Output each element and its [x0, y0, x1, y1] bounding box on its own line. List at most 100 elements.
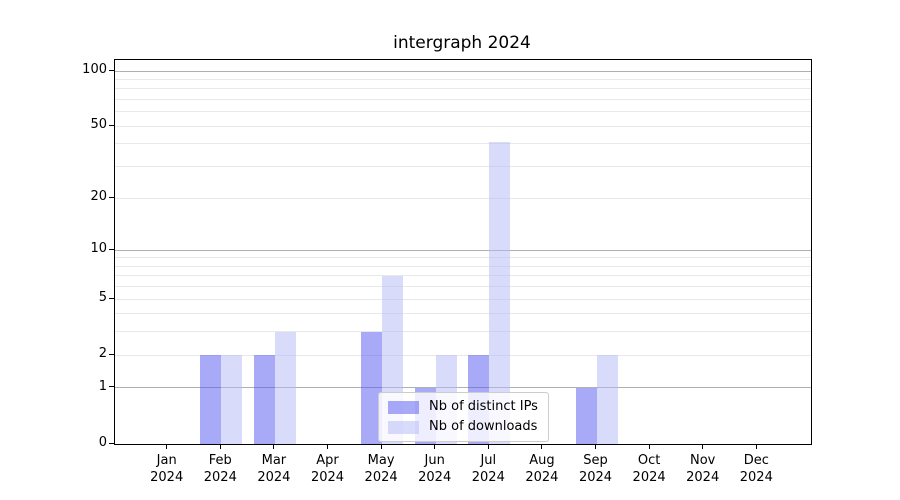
minor-gridline [115, 143, 811, 145]
x-tick-year: 2024 [525, 470, 559, 485]
bar-downloads-feb [221, 355, 243, 444]
x-tick-month: May [367, 453, 395, 468]
x-tick-month: Jul [480, 453, 497, 468]
minor-gridline [115, 298, 811, 300]
x-tick-label: Feb 2024 [189, 452, 251, 486]
x-tick-month: Jan [156, 453, 177, 468]
x-tick-year: 2024 [150, 470, 184, 485]
x-tick-year: 2024 [203, 470, 237, 485]
x-tick-mark [541, 444, 543, 449]
minor-gridline [115, 265, 811, 267]
x-tick-month: Jun [424, 453, 445, 468]
legend-item-distinct-ips: Nb of distinct IPs [388, 399, 538, 415]
bar-distinct-ips-may [361, 331, 383, 444]
x-tick-month: Sep [583, 453, 608, 468]
bar-distinct-ips-mar [253, 355, 275, 444]
x-tick-label: Jun 2024 [404, 452, 466, 486]
legend-swatch-distinct-ips [388, 400, 419, 414]
x-tick-mark [434, 444, 436, 449]
minor-gridline [115, 197, 811, 199]
minor-gridline [115, 331, 811, 333]
bar-downloads-mar [274, 331, 296, 444]
y-tick-label: 50 [90, 117, 107, 133]
x-tick-year: 2024 [471, 470, 505, 485]
y-tick-mark [109, 442, 114, 444]
y-tick-label: 2 [98, 346, 107, 362]
minor-gridline [115, 111, 811, 113]
x-tick-mark [327, 444, 328, 449]
minor-gridline [115, 166, 811, 168]
y-tick-label: 10 [90, 241, 107, 257]
x-tick-year: 2024 [310, 470, 345, 485]
x-tick-mark [166, 444, 168, 449]
minor-gridline [115, 88, 811, 90]
y-tick-mark [109, 196, 114, 198]
x-tick-mark [648, 444, 650, 449]
y-tick-label: 100 [82, 62, 107, 78]
bar-distinct-ips-sep [575, 387, 597, 444]
minor-gridline [115, 275, 811, 277]
legend-label-distinct-ips: Nb of distinct IPs [429, 399, 538, 414]
x-tick-mark [487, 444, 489, 449]
minor-gridline [115, 125, 811, 127]
x-tick-label: Oct 2024 [618, 452, 680, 486]
x-tick-month: Dec [743, 453, 769, 468]
minor-gridline [115, 286, 811, 288]
x-tick-mark [219, 444, 221, 449]
minor-gridline [115, 79, 811, 81]
x-tick-label: Dec 2024 [725, 452, 787, 486]
x-tick-year: 2024 [686, 470, 720, 485]
x-tick-mark [380, 444, 382, 449]
x-tick-year: 2024 [632, 470, 666, 485]
y-tick-label: 5 [98, 290, 107, 306]
x-tick-label: Sep 2024 [565, 452, 627, 486]
major-gridline [115, 70, 811, 72]
minor-gridline [115, 99, 811, 101]
major-gridline [115, 387, 811, 389]
bar-distinct-ips-feb [200, 355, 222, 444]
y-tick-label: 1 [98, 378, 107, 394]
minor-gridline [115, 313, 811, 315]
x-tick-label: Nov 2024 [672, 452, 734, 486]
x-tick-year: 2024 [364, 470, 398, 485]
x-tick-mark [702, 444, 704, 449]
chart-title: intergraph 2024 [393, 33, 531, 53]
x-tick-year: 2024 [739, 470, 773, 485]
x-tick-label: Mar 2024 [243, 452, 305, 486]
x-tick-label: Aug 2024 [511, 452, 573, 486]
bar-downloads-sep [596, 355, 618, 444]
x-tick-year: 2024 [257, 470, 291, 485]
legend-swatch-downloads [388, 420, 419, 434]
legend: Nb of distinct IPs Nb of downloads [378, 392, 549, 442]
x-tick-year: 2024 [418, 470, 452, 485]
y-tick-label: 0 [98, 435, 107, 450]
x-tick-mark [595, 444, 596, 449]
minor-gridline [115, 354, 811, 356]
y-tick-mark [109, 297, 114, 299]
x-tick-mark [755, 444, 757, 449]
minor-gridline [115, 257, 811, 259]
x-tick-label: Jan 2024 [136, 452, 198, 486]
legend-label-downloads: Nb of downloads [429, 419, 538, 434]
y-tick-mark [109, 248, 114, 250]
x-tick-year: 2024 [578, 470, 613, 485]
plot-area [114, 59, 812, 445]
x-tick-month: Feb [208, 453, 232, 468]
x-tick-month: Oct [637, 453, 661, 468]
major-gridline [115, 249, 811, 251]
x-tick-month: Apr [316, 453, 339, 468]
legend-item-downloads: Nb of downloads [388, 419, 538, 435]
y-tick-mark [109, 353, 114, 355]
x-tick-month: Mar [261, 453, 287, 468]
x-tick-month: Aug [529, 453, 555, 468]
y-tick-mark [109, 124, 114, 126]
y-tick-label: 20 [90, 189, 107, 204]
y-tick-mark [109, 386, 114, 388]
y-tick-mark [109, 69, 114, 71]
bar-downloads-jul [489, 141, 511, 444]
x-tick-label: Apr 2024 [297, 452, 359, 486]
x-tick-label: Jul 2024 [457, 452, 519, 486]
x-tick-label: May 2024 [350, 452, 412, 486]
x-tick-month: Nov [690, 453, 716, 468]
